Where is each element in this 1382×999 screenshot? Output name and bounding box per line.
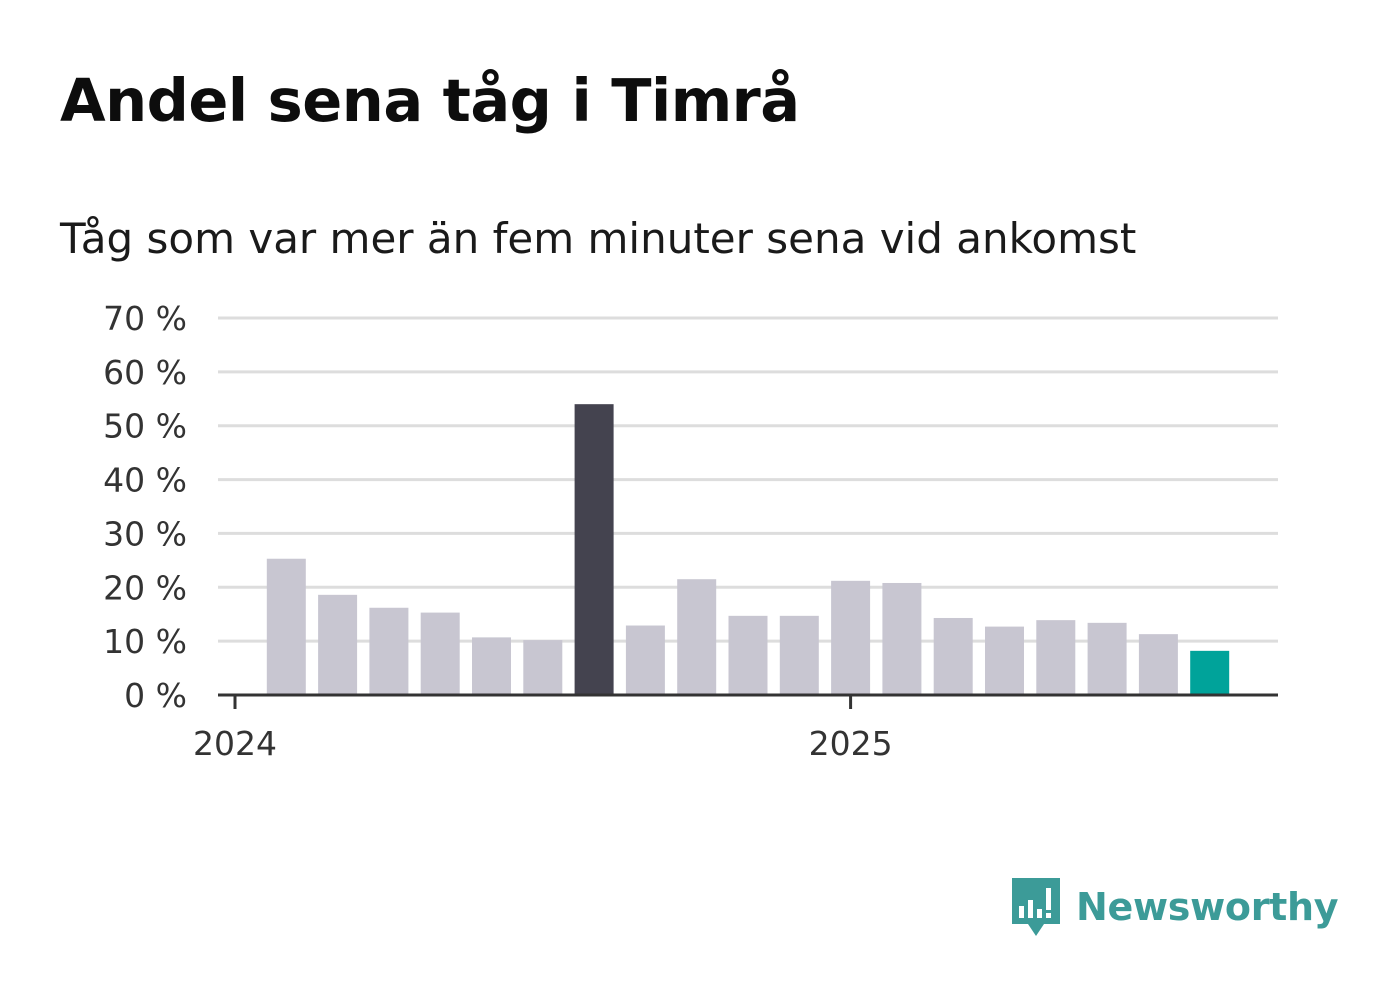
bar [779, 615, 819, 695]
brand-name: Newsworthy [1076, 885, 1339, 929]
chart-title: Andel sena tåg i Timrå [60, 66, 800, 135]
bar [882, 582, 922, 695]
bar [266, 558, 306, 695]
y-tick-label: 70 % [103, 299, 187, 338]
y-tick-label: 50 % [103, 407, 187, 446]
newsworthy-logo-icon [1012, 878, 1060, 936]
bar [985, 626, 1024, 695]
bar [472, 637, 511, 695]
bar [625, 625, 665, 695]
newsworthy-logo: Newsworthy [1010, 876, 1339, 938]
bar [1190, 650, 1230, 695]
y-tick-label: 60 % [103, 353, 187, 392]
bar [831, 580, 871, 695]
y-tick-label: 0 % [124, 676, 187, 715]
y-tick-label: 10 % [103, 622, 187, 661]
bar [318, 594, 358, 695]
bar [1138, 634, 1178, 695]
bar [420, 612, 460, 695]
y-tick-label: 30 % [103, 514, 187, 553]
bar [523, 640, 563, 695]
bar [369, 607, 409, 695]
bar [728, 615, 768, 695]
y-tick-label: 20 % [103, 568, 187, 607]
y-tick-label: 40 % [103, 461, 187, 500]
bar [1036, 620, 1076, 695]
x-tick-label: 2025 [809, 724, 893, 763]
bar [933, 617, 973, 695]
bar [1087, 622, 1127, 695]
bar [677, 579, 717, 695]
x-tick-label: 2024 [193, 724, 277, 763]
bar [574, 404, 614, 695]
chart-subtitle: Tåg som var mer än fem minuter sena vid … [60, 214, 1137, 263]
